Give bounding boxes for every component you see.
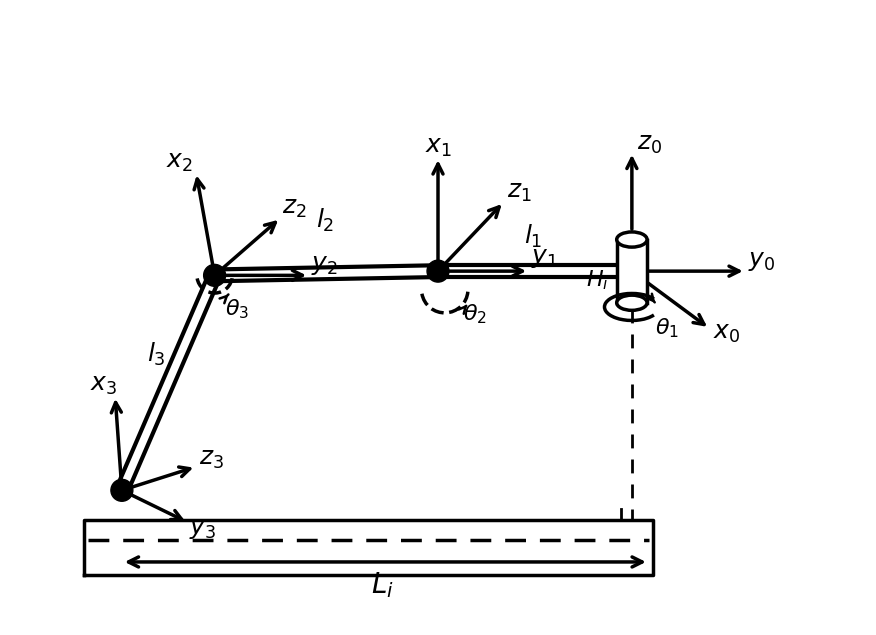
Text: $x_3$: $x_3$ [90, 373, 117, 397]
Ellipse shape [617, 232, 647, 247]
Text: $y_0$: $y_0$ [748, 249, 775, 273]
Ellipse shape [617, 295, 647, 311]
Text: $y_1$: $y_1$ [531, 246, 558, 270]
Text: $\theta_2$: $\theta_2$ [463, 302, 487, 326]
Text: $l_3$: $l_3$ [147, 341, 166, 368]
Text: $L_i$: $L_i$ [371, 570, 393, 600]
Circle shape [111, 479, 133, 501]
Text: $y_3$: $y_3$ [189, 517, 216, 541]
Text: $x_1$: $x_1$ [426, 135, 452, 159]
Text: $\theta_3$: $\theta_3$ [225, 298, 249, 321]
Text: $l_1$: $l_1$ [524, 223, 542, 250]
Text: $z_3$: $z_3$ [199, 447, 223, 471]
Text: $z_2$: $z_2$ [282, 196, 307, 220]
Bar [617, 239, 647, 303]
Text: $H_i$: $H_i$ [585, 269, 609, 292]
Circle shape [427, 260, 449, 282]
Text: $x_2$: $x_2$ [166, 150, 193, 173]
Text: $x_0$: $x_0$ [713, 321, 740, 345]
Text: $l_2$: $l_2$ [315, 206, 334, 234]
Text: $z_1$: $z_1$ [507, 180, 532, 204]
Circle shape [203, 264, 226, 286]
Text: $y_2$: $y_2$ [311, 253, 337, 277]
Text: $z_0$: $z_0$ [637, 131, 662, 156]
Text: $\theta_1$: $\theta_1$ [655, 316, 680, 340]
